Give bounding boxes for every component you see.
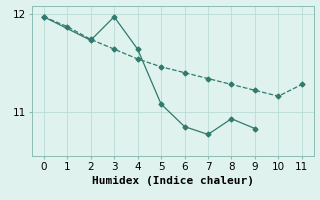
X-axis label: Humidex (Indice chaleur): Humidex (Indice chaleur) — [92, 176, 254, 186]
